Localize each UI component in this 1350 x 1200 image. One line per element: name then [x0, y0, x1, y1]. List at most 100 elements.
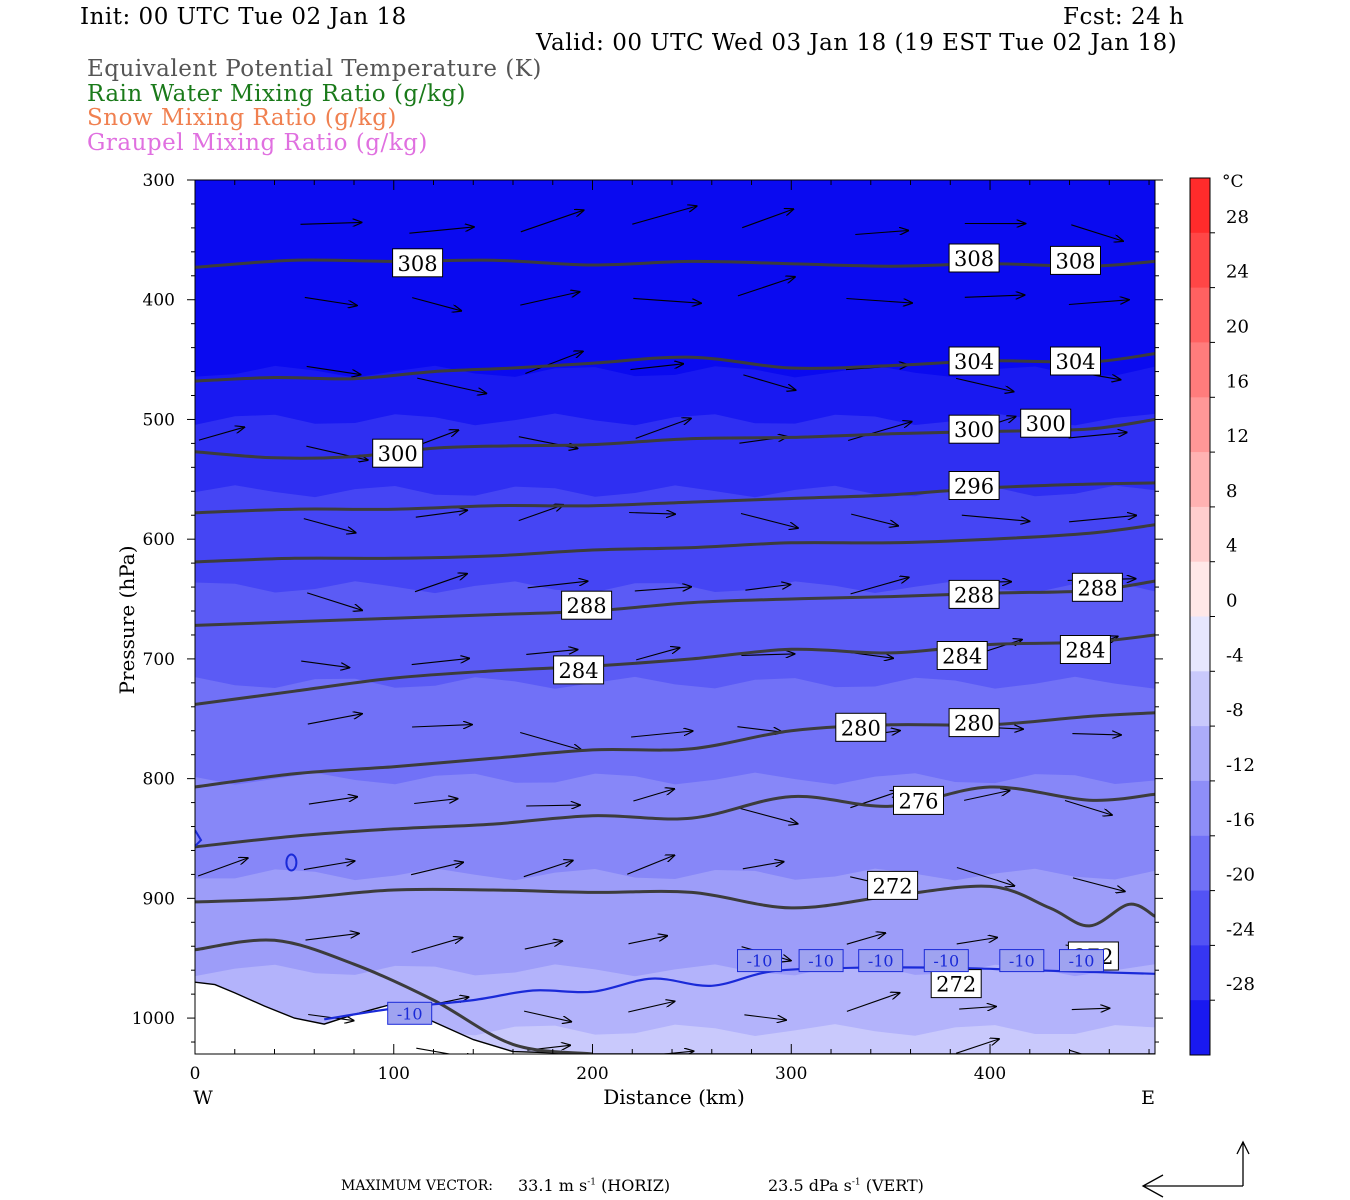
theta-e-label-box: [553, 655, 605, 685]
theta-e-label-box: [1050, 245, 1101, 275]
wind-vector: [956, 938, 997, 945]
x-axis-right-end: E: [1141, 1087, 1155, 1109]
terrain: [195, 981, 1155, 1054]
wind-vector: [414, 799, 457, 805]
wind-vector: [520, 292, 579, 306]
x-axis-left-end: W: [193, 1087, 213, 1109]
temp-label: -10: [1059, 949, 1104, 973]
wind-vector: [1071, 1008, 1110, 1009]
theta-e-label-box: [1020, 408, 1072, 438]
contour-labels: 308 308 308 304 304 300 300 300 296 288 288 288 284 2…: [372, 243, 1123, 1025]
theta-e-contour-268: [195, 938, 593, 1054]
wind-vector: [520, 210, 584, 233]
theta-e-label-280: 280: [835, 712, 887, 742]
wind-vector: [523, 861, 573, 878]
temp-band-0: [195, 180, 1155, 380]
temp-label-text: -10: [1069, 952, 1095, 971]
temp-label-box: [737, 949, 782, 973]
terrain-fill: [195, 982, 1155, 1054]
wind-vector: [742, 862, 784, 870]
theta-e-label-text: 272: [936, 973, 976, 997]
y-tick-label: 900: [143, 889, 175, 909]
wind-vector: [415, 510, 467, 518]
temp-label-box: [923, 949, 969, 973]
wind-vector: [850, 577, 909, 595]
y-tick-label: 1000: [132, 1009, 175, 1029]
colorbar-tick-label: 16: [1226, 371, 1249, 392]
wind-vector: [745, 585, 790, 591]
terrain-line: [195, 981, 1155, 1054]
wind-vector: [300, 1058, 346, 1063]
colorbar-tick-label: 0: [1226, 591, 1237, 612]
theta-e-label-text: 304: [1055, 350, 1095, 374]
wind-vector: [520, 731, 581, 751]
temp-label: -10: [387, 1001, 433, 1025]
wind-vector: [633, 297, 701, 303]
wind-vector: [852, 1055, 896, 1058]
temp-label-box: [858, 949, 904, 973]
wind-vector: [1069, 515, 1136, 523]
colorbar-swatch: [1190, 1000, 1210, 1056]
x-tick-label: 300: [775, 1064, 807, 1084]
temp-band-5: [195, 676, 1155, 787]
plot-frame: [194, 179, 1156, 1055]
wind-vector: [628, 936, 668, 945]
theta-e-label-296: 296: [948, 471, 1000, 500]
theta-e-label-308: 308: [948, 243, 1000, 273]
theta-e-label-box: [867, 870, 919, 900]
colorbar-unit: °C: [1222, 172, 1244, 192]
theta-e-label-text: 308: [398, 252, 438, 276]
theta-e-label-300: 300: [1020, 408, 1072, 438]
theta-e-label-284: 284: [1059, 635, 1111, 664]
wind-vector: [306, 365, 361, 374]
wind-vector: [1064, 799, 1112, 816]
temp-label: -10: [737, 949, 782, 973]
wind-vector: [740, 807, 797, 824]
theta-e-label-text: 300: [1026, 412, 1066, 436]
theta-e-contour-288: [195, 579, 1155, 627]
theta-e-label-text: 288: [567, 594, 607, 618]
wind-vector: [846, 933, 885, 945]
wind-vector: [631, 731, 692, 738]
colorbar-swatch: [1190, 835, 1210, 892]
colorbar-tick-label: -4: [1226, 645, 1244, 666]
theta-e-label-box: [372, 438, 424, 468]
theta-e-label-300: 300: [948, 414, 1000, 444]
colorbar-swatch: [1190, 232, 1210, 289]
vert-vector-value: 23.5 dPa s-1 (VERT): [768, 1176, 924, 1195]
colorbar-swatch: [1190, 945, 1210, 1001]
y-tick-label: 400: [143, 291, 175, 311]
vert-tag: (VERT): [865, 1176, 924, 1195]
temp-closed-contour: [285, 853, 298, 872]
theta-e-contour-276: [195, 785, 1155, 849]
wind-vector: [198, 427, 244, 441]
wind-vector: [304, 296, 357, 305]
colorbar-tick-label: -12: [1226, 755, 1255, 776]
temp-label-text: -10: [397, 1004, 423, 1023]
theta-e-label-box: [835, 712, 887, 742]
theta-e-contours: [195, 258, 1155, 1054]
theta-e-label-box: [948, 708, 1000, 738]
colorbar-swatch: [1190, 178, 1210, 234]
theta-e-label-box: [948, 579, 1000, 609]
colorbar-tick-label: -16: [1226, 810, 1255, 831]
theta-e-contour-280: [195, 711, 1155, 789]
wind-vector: [851, 513, 898, 526]
theta-e-label-box: [948, 243, 1000, 273]
temp-label-text: -10: [933, 952, 959, 971]
theta-e-label-box: [1050, 346, 1101, 376]
wind-vector: [1068, 300, 1129, 306]
vert-value: 23.5 dPa s: [768, 1176, 852, 1195]
theta-e-label-308: 308: [1050, 245, 1101, 275]
wind-vector: [411, 938, 463, 954]
temp-label-text: -10: [747, 952, 773, 971]
temp-label-box: [387, 1001, 433, 1025]
x-axis-title: Distance (km): [603, 1085, 745, 1109]
colorbar-swatch: [1190, 561, 1210, 617]
wind-vector: [414, 574, 467, 593]
wind-vector: [1068, 432, 1127, 439]
theta-e-contour-300: [195, 418, 1155, 460]
theta-e-label-300: 300: [372, 438, 424, 468]
horiz-exp: -1: [587, 1177, 596, 1188]
colorbar-tick-label: 12: [1226, 426, 1249, 447]
